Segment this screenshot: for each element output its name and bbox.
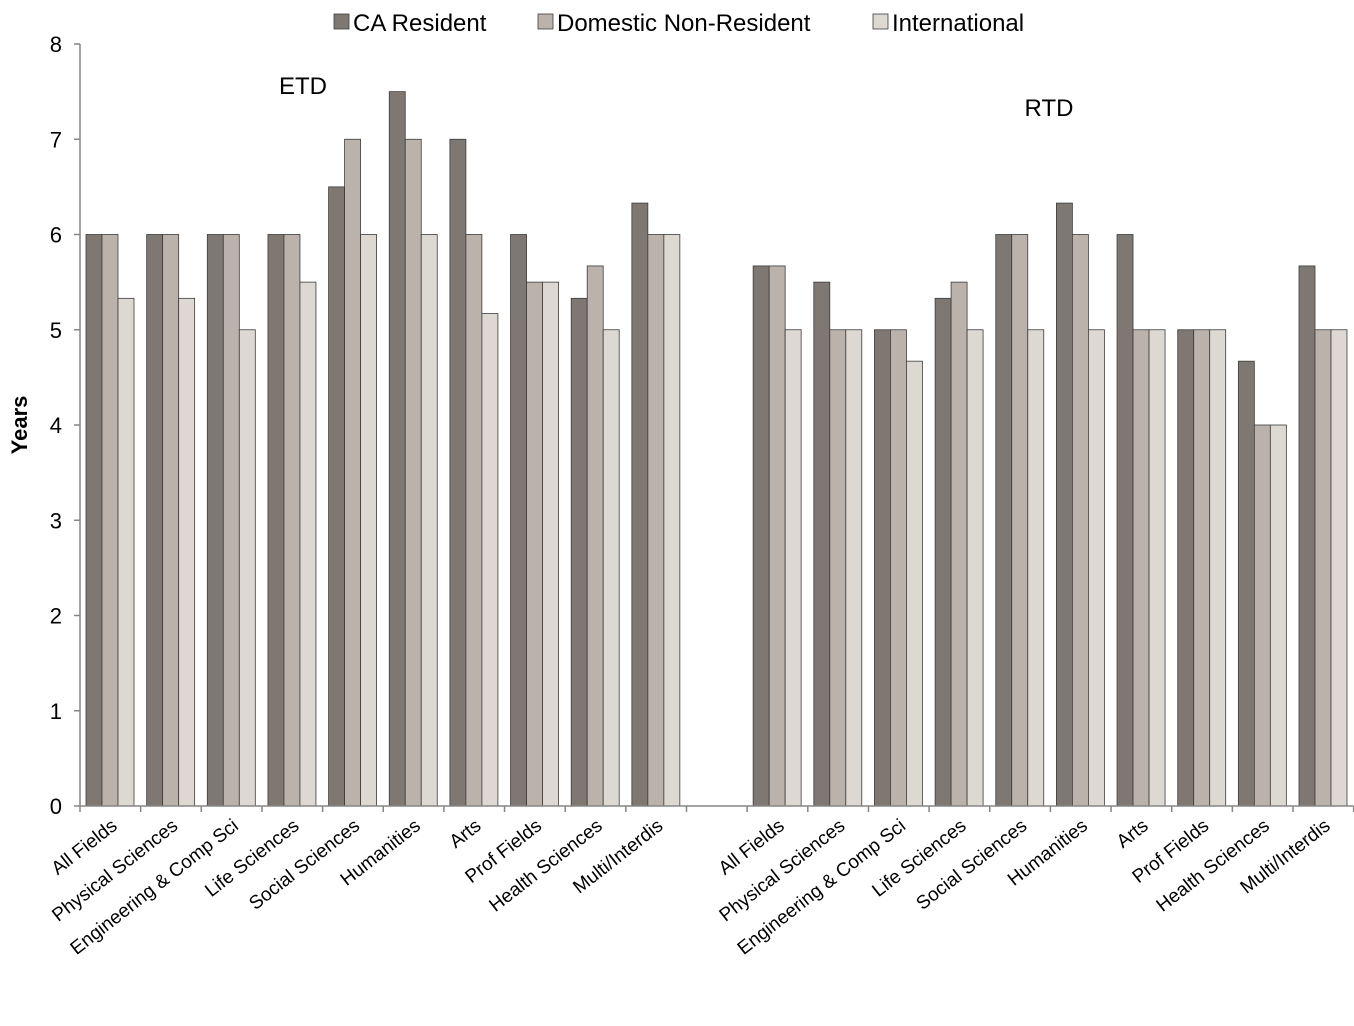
bar — [85, 234, 103, 807]
bar — [845, 329, 863, 807]
bar — [995, 234, 1013, 807]
bar — [586, 265, 604, 807]
bar — [465, 234, 483, 807]
bar — [906, 360, 923, 807]
bar — [222, 234, 240, 807]
y-tick-label: 7 — [50, 127, 62, 152]
bar — [1116, 234, 1134, 807]
y-tick-label: 8 — [50, 32, 62, 57]
bar — [874, 329, 891, 807]
bar — [829, 329, 847, 807]
bar — [1253, 424, 1271, 807]
bar — [101, 234, 119, 807]
bar — [1088, 329, 1105, 807]
legend-label: CA Resident — [353, 10, 487, 37]
bar — [768, 265, 786, 807]
bar — [510, 234, 527, 807]
bar — [570, 297, 588, 807]
bar — [1027, 329, 1045, 807]
group-label: ETD — [279, 73, 327, 100]
y-tick-label: 5 — [50, 318, 62, 343]
bar — [813, 281, 831, 807]
y-axis-title: Years — [7, 396, 32, 455]
bar — [966, 329, 984, 807]
bar — [267, 234, 285, 807]
y-tick-label: 4 — [50, 413, 62, 438]
bar — [206, 234, 224, 807]
bar — [1193, 329, 1211, 807]
bar — [360, 234, 378, 807]
group-label: RTD — [1025, 95, 1074, 122]
bar — [934, 297, 952, 807]
bar — [1148, 329, 1166, 807]
x-category-label: Arts — [1113, 815, 1153, 852]
legend-swatch — [537, 13, 554, 30]
bar — [1011, 234, 1029, 807]
bar — [1177, 329, 1195, 807]
bar — [1269, 424, 1287, 807]
bar — [162, 234, 180, 807]
bar — [404, 138, 422, 807]
bar — [890, 329, 907, 807]
bar — [238, 329, 256, 807]
bar — [647, 234, 665, 807]
bars — [85, 91, 1348, 807]
x-category-label: Social Sciences — [913, 815, 1032, 914]
bar — [1314, 329, 1332, 807]
bar — [299, 281, 317, 807]
bar — [328, 186, 346, 807]
bar — [146, 234, 164, 807]
bar — [631, 202, 649, 807]
y-tick-label: 6 — [50, 223, 62, 248]
bar — [283, 234, 301, 807]
bar — [449, 138, 467, 807]
legend-label: Domestic Non-Resident — [557, 10, 811, 37]
bar — [481, 313, 499, 807]
bar — [420, 234, 438, 807]
bar — [388, 91, 406, 807]
bar — [1330, 329, 1348, 807]
y-tick-label: 1 — [50, 699, 62, 724]
bar — [1209, 329, 1227, 807]
bar — [602, 329, 620, 807]
x-category-label: Arts — [446, 815, 486, 852]
group-labels: ETD RTD — [279, 73, 1073, 122]
bar — [1237, 360, 1255, 807]
y-tick-label: 0 — [50, 794, 62, 819]
legend-label: International — [892, 10, 1024, 37]
bar — [950, 281, 968, 807]
y-tick-label: 3 — [50, 508, 62, 533]
bar — [526, 281, 543, 807]
bar — [752, 265, 770, 807]
bar — [344, 138, 362, 807]
bar — [1072, 234, 1089, 807]
bar — [117, 297, 135, 807]
legend: CA Resident Domestic Non-Resident Internat… — [333, 10, 1024, 37]
bar — [1298, 265, 1316, 807]
bar — [1132, 329, 1150, 807]
legend-swatch — [872, 13, 889, 30]
bar — [542, 281, 559, 807]
bar — [178, 297, 196, 807]
bar — [663, 234, 681, 807]
bar — [784, 329, 802, 807]
y-tick-label: 2 — [50, 604, 62, 629]
bar — [1056, 202, 1073, 807]
x-category-label: Social Sciences — [245, 815, 364, 914]
y-axis: 0 1 2 3 4 5 6 7 8 — [50, 32, 81, 819]
legend-swatch — [333, 13, 350, 30]
